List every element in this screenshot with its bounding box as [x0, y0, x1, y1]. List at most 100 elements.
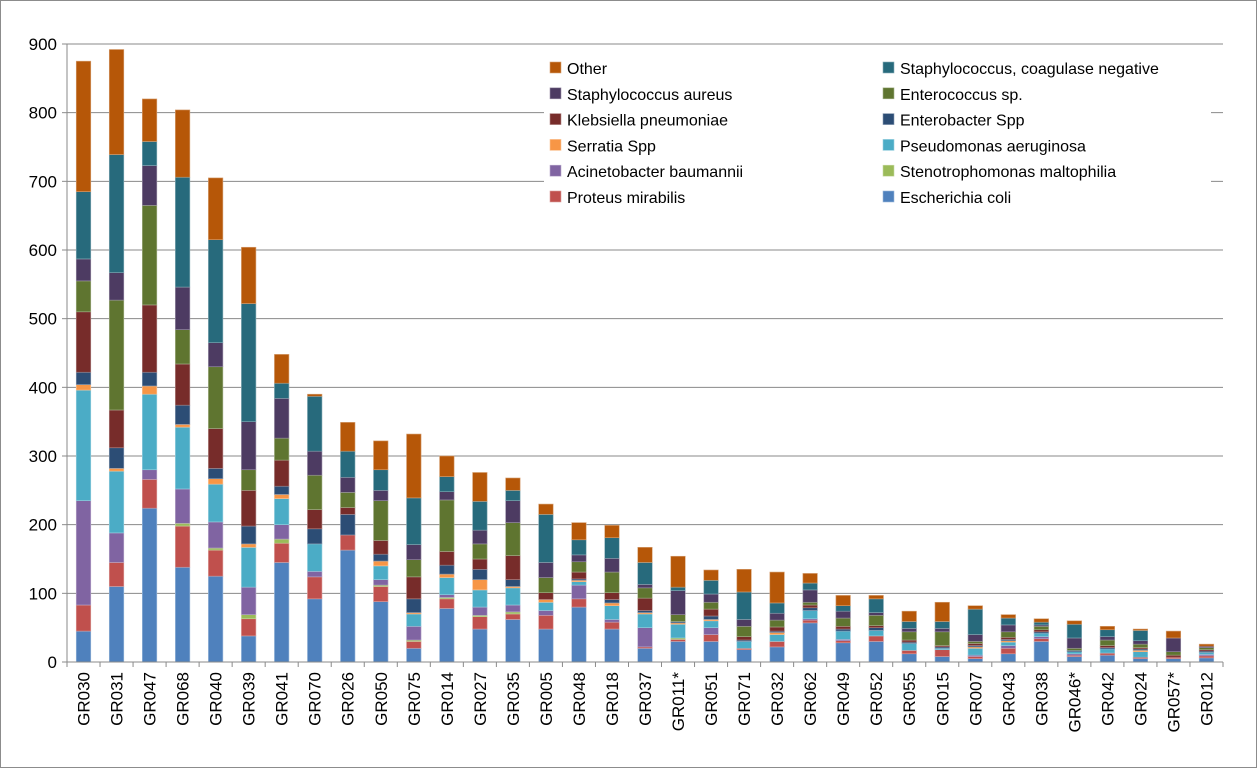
bar-segment	[340, 422, 356, 452]
bar-segment	[934, 628, 950, 633]
legend-label: Escherichia coli	[900, 190, 1011, 207]
bar-segment	[505, 579, 521, 587]
bar-segment	[241, 543, 257, 548]
bar-segment	[703, 569, 719, 581]
bar-segment	[835, 642, 851, 663]
bar-segment	[901, 653, 917, 663]
bar-segment	[1066, 651, 1082, 655]
bar-segment	[108, 409, 125, 449]
bar-segment	[736, 568, 752, 593]
bar-segment	[769, 646, 785, 663]
bar-segment	[505, 522, 521, 556]
bar-segment	[736, 591, 752, 620]
bar-segment	[307, 393, 323, 397]
bar-segment	[1099, 645, 1115, 648]
bar-segment	[340, 476, 356, 493]
bar-segment	[505, 490, 521, 501]
bar-segment	[108, 468, 125, 472]
bar-segment	[75, 280, 92, 313]
bar-segment	[571, 571, 587, 580]
bar-segment	[406, 497, 422, 545]
bar-segment	[307, 450, 323, 476]
bar-segment	[208, 468, 224, 479]
bar-segment	[406, 576, 422, 600]
bar-segment	[1165, 630, 1182, 639]
bar-segment	[472, 568, 488, 580]
bar-segment	[1066, 637, 1082, 649]
bar-segment	[769, 641, 785, 648]
legend-label: Stenotrophomonas maltophilia	[900, 164, 1116, 181]
bar-segment	[108, 49, 125, 155]
bar-segment	[1198, 655, 1215, 659]
bar-segment	[703, 641, 719, 663]
bar-segment	[406, 647, 422, 663]
y-tick-label: 0	[48, 653, 57, 672]
bar-segment	[307, 474, 323, 510]
y-tick-label: 400	[29, 378, 57, 397]
bar-segment	[241, 586, 257, 615]
bar-segment	[208, 549, 224, 577]
bar-segment	[274, 494, 290, 499]
bar-segment	[1132, 640, 1148, 645]
bar-segment	[868, 615, 884, 626]
bar-segment	[637, 613, 653, 628]
bar-segment	[736, 619, 752, 627]
bar-segment	[373, 440, 389, 471]
bar-segment	[142, 469, 158, 480]
bar-segment	[274, 398, 290, 439]
bar-segment	[439, 491, 455, 501]
bar-segment	[472, 472, 488, 502]
bar-segment	[769, 619, 785, 628]
bar-segment	[934, 649, 950, 657]
legend-swatch	[549, 61, 562, 74]
bar-segment	[208, 547, 224, 551]
legend-label: Staphylococcus, coagulase negative	[900, 61, 1159, 78]
x-tick-label: GR070	[306, 672, 325, 726]
bar-segment	[604, 605, 620, 620]
bar-segment	[835, 610, 851, 619]
bar-segment	[1198, 647, 1215, 650]
bar-segment	[241, 547, 257, 588]
bar-segment	[802, 619, 818, 624]
bar-segment	[934, 631, 950, 646]
bar-segment	[604, 571, 620, 593]
bar-segment	[604, 592, 620, 600]
bar-segment	[439, 573, 455, 578]
bar-segment	[274, 542, 290, 563]
legend-swatch	[882, 113, 895, 125]
x-tick-label: GR031	[108, 672, 127, 726]
bar-segment	[340, 450, 356, 478]
bar-segment	[373, 560, 389, 567]
bar-segment	[75, 311, 92, 373]
bar-segment	[108, 272, 125, 301]
x-tick-label: GR038	[1032, 672, 1051, 726]
bar-segment	[868, 598, 884, 613]
bar-segment	[142, 304, 158, 373]
bar-segment	[1099, 648, 1115, 654]
bar-segment	[571, 598, 587, 608]
legend-swatch	[549, 139, 562, 151]
bar-segment	[1000, 645, 1016, 649]
bar-segment	[967, 647, 983, 656]
x-tick-label: GR042	[1098, 672, 1117, 726]
bar-segment	[1066, 647, 1082, 651]
bar-segment	[373, 565, 389, 580]
bar-segment	[1000, 653, 1016, 663]
bar-segment	[802, 589, 818, 603]
bar-segment	[406, 598, 422, 613]
x-tick-label: GR026	[339, 672, 358, 726]
bar-segment	[307, 576, 323, 600]
bar-segment	[472, 501, 488, 531]
bar-segment	[175, 522, 191, 527]
bar-segment	[901, 639, 917, 643]
bar-segment	[1033, 638, 1049, 642]
bar-segment	[208, 342, 224, 368]
bar-segment	[373, 490, 389, 501]
bar-segment	[1033, 636, 1049, 639]
bar-segment	[637, 647, 653, 663]
x-tick-label: GR052	[867, 672, 886, 726]
bar-segment	[142, 479, 158, 509]
y-tick-label: 300	[29, 447, 57, 466]
legend-label: Proteus mirabilis	[567, 190, 685, 207]
bar-segment	[307, 598, 323, 663]
